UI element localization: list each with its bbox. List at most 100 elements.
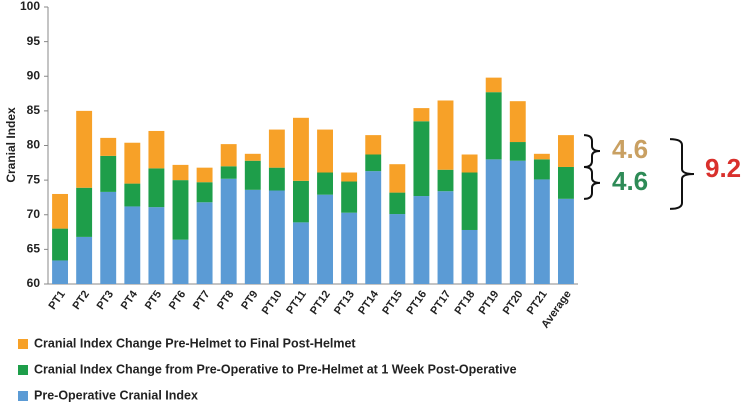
legend-swatch bbox=[18, 365, 28, 375]
bar-segment bbox=[317, 194, 333, 284]
bar-segment bbox=[389, 214, 406, 284]
x-tick-label: PT15 bbox=[380, 289, 405, 317]
legend-label: Cranial Index Change from Pre-Operative … bbox=[34, 362, 517, 376]
bracket bbox=[583, 134, 601, 168]
bar-segment bbox=[413, 196, 430, 284]
bar-segment bbox=[148, 130, 165, 169]
bar-segment bbox=[365, 171, 382, 284]
bar-segment bbox=[558, 198, 574, 284]
bar-segment bbox=[124, 183, 141, 207]
legend-label: Pre-Operative Cranial Index bbox=[34, 388, 198, 402]
bracket bbox=[669, 138, 695, 210]
x-tick-label: PT14 bbox=[356, 288, 381, 317]
x-tick-label: PT16 bbox=[404, 289, 429, 317]
bar-segment bbox=[558, 166, 574, 199]
y-axis-label: Cranial Index bbox=[4, 107, 18, 183]
bar-segment bbox=[413, 121, 430, 197]
bar-segment bbox=[341, 181, 358, 213]
x-tick-label: PT11 bbox=[284, 289, 309, 317]
x-tick-label: PT8 bbox=[215, 289, 236, 312]
bar-segment bbox=[220, 178, 237, 284]
x-tick-label: PT9 bbox=[239, 289, 260, 312]
bar-segment bbox=[365, 154, 382, 172]
bar-segment bbox=[341, 212, 358, 284]
bar-segment bbox=[172, 239, 189, 284]
bar-segment bbox=[268, 129, 285, 168]
x-tick-label: PT1 bbox=[46, 289, 67, 312]
annotation: 4.6 bbox=[612, 134, 648, 164]
x-tick-label: PT7 bbox=[191, 289, 212, 312]
bar-segment bbox=[76, 236, 93, 284]
x-tick-label: PT18 bbox=[453, 289, 478, 317]
bar-segment bbox=[52, 228, 68, 261]
bar-segment bbox=[244, 153, 261, 161]
bar-segment bbox=[148, 207, 165, 284]
bar-segment bbox=[389, 192, 406, 215]
x-tick-label: PT19 bbox=[477, 289, 502, 317]
x-tick-label: PT4 bbox=[119, 288, 141, 312]
bar-segment bbox=[485, 77, 502, 93]
bar-segment bbox=[293, 222, 309, 284]
bar-segment bbox=[485, 159, 502, 284]
bar-segment bbox=[389, 164, 406, 193]
bar-segment bbox=[124, 206, 141, 284]
y-tick-label: 80 bbox=[27, 138, 41, 152]
bar-segment bbox=[365, 135, 382, 155]
x-tick-label: PT2 bbox=[71, 289, 92, 312]
y-tick-label: 85 bbox=[27, 103, 41, 117]
x-tick-label: PT17 bbox=[428, 289, 453, 317]
x-tick-label: PT10 bbox=[260, 289, 285, 317]
bar-segment bbox=[293, 180, 309, 223]
bar-segment bbox=[172, 180, 189, 240]
bar-segment bbox=[293, 117, 309, 181]
legend-swatch bbox=[18, 391, 28, 401]
bar-segment bbox=[220, 144, 237, 167]
y-tick-label: 60 bbox=[27, 276, 41, 290]
bar-segment bbox=[509, 160, 526, 284]
bar-segment bbox=[317, 129, 333, 173]
bar-segment bbox=[100, 155, 117, 192]
bar-segment bbox=[172, 164, 189, 181]
x-tick-label: PT5 bbox=[143, 289, 164, 312]
bar-segment bbox=[244, 160, 261, 190]
bar-segment bbox=[413, 108, 430, 122]
y-tick-label: 90 bbox=[27, 68, 41, 82]
legend-label: Cranial Index Change Pre-Helmet to Final… bbox=[34, 336, 356, 350]
bar-segment bbox=[485, 92, 502, 160]
bar-segment bbox=[533, 153, 550, 160]
bar-segment bbox=[76, 187, 93, 237]
y-tick-label: 75 bbox=[27, 172, 41, 186]
bar-segment bbox=[220, 166, 237, 179]
legend-swatch bbox=[18, 339, 28, 349]
bracket bbox=[583, 165, 601, 200]
bar-segment bbox=[509, 142, 526, 161]
bar-segment bbox=[196, 167, 213, 183]
bar-segment bbox=[437, 191, 454, 284]
bar-segment bbox=[124, 142, 141, 184]
bar-segment bbox=[196, 182, 213, 203]
bar-segment bbox=[268, 167, 285, 191]
bar-segment bbox=[52, 193, 68, 229]
x-tick-label: PT3 bbox=[95, 289, 116, 312]
bar-segment bbox=[341, 172, 358, 182]
bar-segment bbox=[437, 100, 454, 170]
bar-segment bbox=[558, 135, 574, 167]
bar-segment bbox=[244, 189, 261, 284]
bar-segment bbox=[76, 110, 93, 188]
bar-segment bbox=[317, 172, 333, 195]
x-tick-label: PT13 bbox=[332, 289, 357, 317]
bar-segment bbox=[100, 191, 117, 284]
y-tick-label: 95 bbox=[27, 34, 41, 48]
bar-segment bbox=[461, 154, 478, 173]
bar-segment bbox=[148, 168, 165, 208]
x-tick-label: PT12 bbox=[308, 289, 333, 317]
bar-segment bbox=[52, 260, 68, 284]
annotation: 9.2 bbox=[705, 153, 741, 183]
y-tick-label: 100 bbox=[20, 0, 40, 13]
y-tick-label: 65 bbox=[27, 242, 41, 256]
bar-segment bbox=[509, 101, 526, 143]
bar-segment bbox=[196, 202, 213, 284]
bar-segment bbox=[533, 179, 550, 284]
bar-segment bbox=[533, 159, 550, 180]
